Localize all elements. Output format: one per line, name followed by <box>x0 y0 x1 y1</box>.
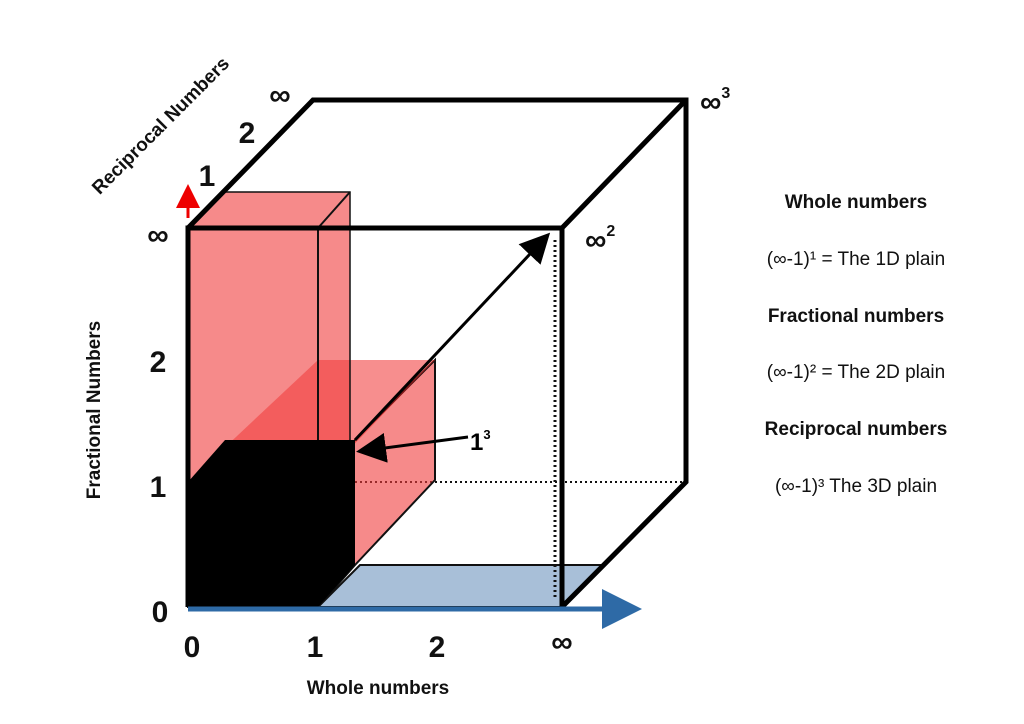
corner-sup: 3 <box>721 85 730 102</box>
unit-cube <box>188 440 355 607</box>
y-axis-label: Fractional Numbers <box>84 321 105 499</box>
depth-tick-label: 1 <box>199 160 216 193</box>
depth-tick-label: ∞ <box>269 79 290 112</box>
y-tick-label: 0 <box>152 596 169 629</box>
diagonal-arrow <box>353 232 551 442</box>
corner-label: ∞3 <box>700 85 730 119</box>
legend-formula: (∞-1)³ The 3D plain <box>775 476 937 497</box>
corner-base: ∞ <box>585 224 606 257</box>
x-axis-label: Whole numbers <box>307 678 450 699</box>
corner-base: 1 <box>470 429 483 456</box>
depth-tick-label: 2 <box>239 117 256 150</box>
x-tick-label: 0 <box>184 631 201 664</box>
pointer-arrow <box>356 432 469 463</box>
corner-sup: 3 <box>483 427 490 442</box>
y-tick-label: ∞ <box>147 219 168 252</box>
corner-label: ∞2 <box>585 223 615 257</box>
x-tick-label: 2 <box>429 631 446 664</box>
corner-label: 13 <box>470 427 491 456</box>
legend-formula: (∞-1)² = The 2D plain <box>767 362 945 383</box>
cube-frame <box>185 97 689 609</box>
y-tick-label: 2 <box>150 346 167 379</box>
edge <box>317 191 351 229</box>
red-column <box>187 191 351 483</box>
x-tick-label: ∞ <box>551 626 572 659</box>
y-tick-label: 1 <box>150 471 167 504</box>
corner-base: ∞ <box>700 86 721 119</box>
corner-sup: 2 <box>606 223 615 240</box>
legend-heading: Whole numbers <box>785 192 928 213</box>
x-tick-label: 1 <box>307 631 324 664</box>
legend-formula: (∞-1)¹ = The 1D plain <box>767 249 945 270</box>
legend-heading: Fractional numbers <box>768 306 944 327</box>
legend-heading: Reciprocal numbers <box>765 419 948 440</box>
